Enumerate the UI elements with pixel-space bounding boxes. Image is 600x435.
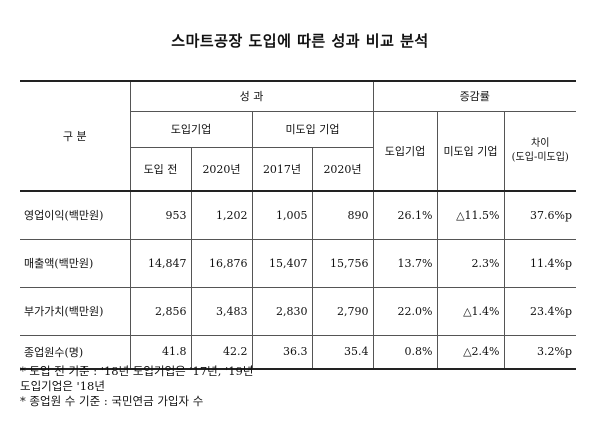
cell-adopted-2020: 3,483 bbox=[190, 286, 253, 336]
cell-difference: 11.4%p bbox=[503, 238, 577, 288]
adopted-header: 도입기업 bbox=[130, 110, 253, 148]
cell-not-adopted-2020: 890 bbox=[311, 190, 374, 240]
table-row: 종업원수(명) 41.8 42.2 36.3 35.4 0.8% △2.4% 3… bbox=[20, 334, 577, 370]
rate-not-adopted-header: 미도입 기업 bbox=[436, 110, 505, 192]
cell-not-adopted-2017: 15,407 bbox=[251, 238, 313, 288]
cell-before: 2,856 bbox=[129, 286, 192, 336]
cell-difference: 23.4%p bbox=[503, 286, 577, 336]
cell-difference: 37.6%p bbox=[503, 190, 577, 240]
comparison-table: 구 분 성 과 증감률 도입기업 미도입 기업 도입기업 미도입 기업 차이 (… bbox=[20, 80, 577, 370]
cell-before: 41.8 bbox=[129, 334, 192, 370]
difference-header-line1: 차이 bbox=[531, 137, 550, 149]
not-adopted-2017-header: 2017년 bbox=[251, 146, 313, 192]
header-row-1: 구 분 성 과 증감률 bbox=[20, 80, 577, 192]
row-label: 부가가치(백만원) bbox=[20, 286, 131, 336]
cell-before: 14,847 bbox=[129, 238, 192, 288]
adopted-2020-header: 2020년 bbox=[190, 146, 253, 192]
table-row: 매출액(백만원) 14,847 16,876 15,407 15,756 13.… bbox=[20, 238, 577, 288]
not-adopted-2020-header: 2020년 bbox=[311, 146, 374, 192]
cell-not-adopted-2017: 1,005 bbox=[251, 190, 313, 240]
cell-difference: 3.2%p bbox=[503, 334, 577, 370]
row-label: 매출액(백만원) bbox=[20, 238, 131, 288]
not-adopted-header: 미도입 기업 bbox=[251, 110, 374, 148]
cell-rate-not-adopted: △11.5% bbox=[436, 190, 505, 240]
footnote-baseline-continued: 도입기업은 '18년 bbox=[20, 379, 105, 393]
cell-rate-adopted: 26.1% bbox=[372, 190, 438, 240]
table-row: 부가가치(백만원) 2,856 3,483 2,830 2,790 22.0% … bbox=[20, 286, 577, 336]
rate-adopted-header: 도입기업 bbox=[372, 110, 438, 192]
row-label: 영업이익(백만원) bbox=[20, 190, 131, 240]
table-row: 영업이익(백만원) 953 1,202 1,005 890 26.1% △11.… bbox=[20, 190, 577, 240]
cell-adopted-2020: 1,202 bbox=[190, 190, 253, 240]
cell-rate-not-adopted: △1.4% bbox=[436, 286, 505, 336]
cell-rate-not-adopted: △2.4% bbox=[436, 334, 505, 370]
cell-before: 953 bbox=[129, 190, 192, 240]
difference-header-line2: (도입-미도입) bbox=[511, 151, 569, 163]
cell-not-adopted-2017: 36.3 bbox=[251, 334, 313, 370]
cell-not-adopted-2020: 15,756 bbox=[311, 238, 374, 288]
document-title: 스마트공장 도입에 따른 성과 비교 분석 bbox=[171, 32, 429, 50]
footnote-baseline: * 도입 전 기준 : '18년 도입기업은 '17년, '19년 bbox=[20, 364, 254, 378]
cell-rate-not-adopted: 2.3% bbox=[436, 238, 505, 288]
cell-not-adopted-2020: 2,790 bbox=[311, 286, 374, 336]
cell-not-adopted-2017: 2,830 bbox=[251, 286, 313, 336]
difference-header: 차이 (도입-미도입) bbox=[503, 110, 577, 192]
performance-header: 성 과 bbox=[129, 80, 374, 112]
change-rate-header: 증감률 bbox=[372, 80, 577, 112]
before-adoption-header: 도입 전 bbox=[130, 146, 192, 192]
cell-not-adopted-2020: 35.4 bbox=[311, 334, 374, 370]
cell-adopted-2020: 16,876 bbox=[190, 238, 253, 288]
cell-rate-adopted: 22.0% bbox=[372, 286, 438, 336]
category-header: 구 분 bbox=[20, 80, 131, 192]
footnote-employee-basis: * 종업원 수 기준 : 국민연금 가입자 수 bbox=[20, 394, 204, 408]
cell-rate-adopted: 0.8% bbox=[372, 334, 438, 370]
row-label: 종업원수(명) bbox=[20, 334, 131, 370]
cell-rate-adopted: 13.7% bbox=[372, 238, 438, 288]
footnotes: * 도입 전 기준 : '18년 도입기업은 '17년, '19년 도입기업은 … bbox=[20, 364, 253, 409]
